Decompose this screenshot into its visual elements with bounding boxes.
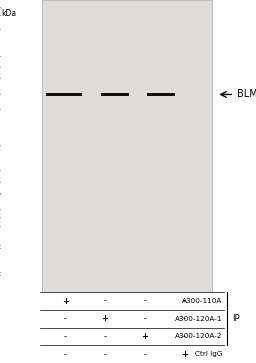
Bar	[147, 93, 175, 96]
Bar	[101, 93, 129, 96]
Text: A300-120A-2: A300-120A-2	[175, 334, 223, 339]
Text: -: -	[103, 350, 106, 359]
Text: -: -	[183, 314, 186, 323]
Text: -: -	[103, 297, 106, 306]
Bar	[42, 0, 212, 292]
Text: kDa: kDa	[1, 9, 16, 18]
Text: -: -	[64, 314, 67, 323]
Text: +: +	[181, 350, 188, 359]
Text: -: -	[143, 297, 146, 306]
Text: -: -	[183, 332, 186, 341]
Text: A300-110A: A300-110A	[182, 298, 223, 304]
Text: -: -	[103, 332, 106, 341]
Text: A300-120A-1: A300-120A-1	[175, 316, 223, 322]
Text: +: +	[62, 297, 69, 306]
Text: -: -	[183, 297, 186, 306]
Text: Ctrl IgG: Ctrl IgG	[195, 351, 223, 357]
Text: IP: IP	[232, 314, 239, 323]
Text: -: -	[143, 350, 146, 359]
Text: -: -	[64, 350, 67, 359]
Text: BLM: BLM	[237, 89, 256, 99]
Bar	[46, 93, 82, 96]
Text: +: +	[141, 332, 148, 341]
Text: +: +	[101, 314, 109, 323]
Text: -: -	[143, 314, 146, 323]
Text: -: -	[64, 332, 67, 341]
